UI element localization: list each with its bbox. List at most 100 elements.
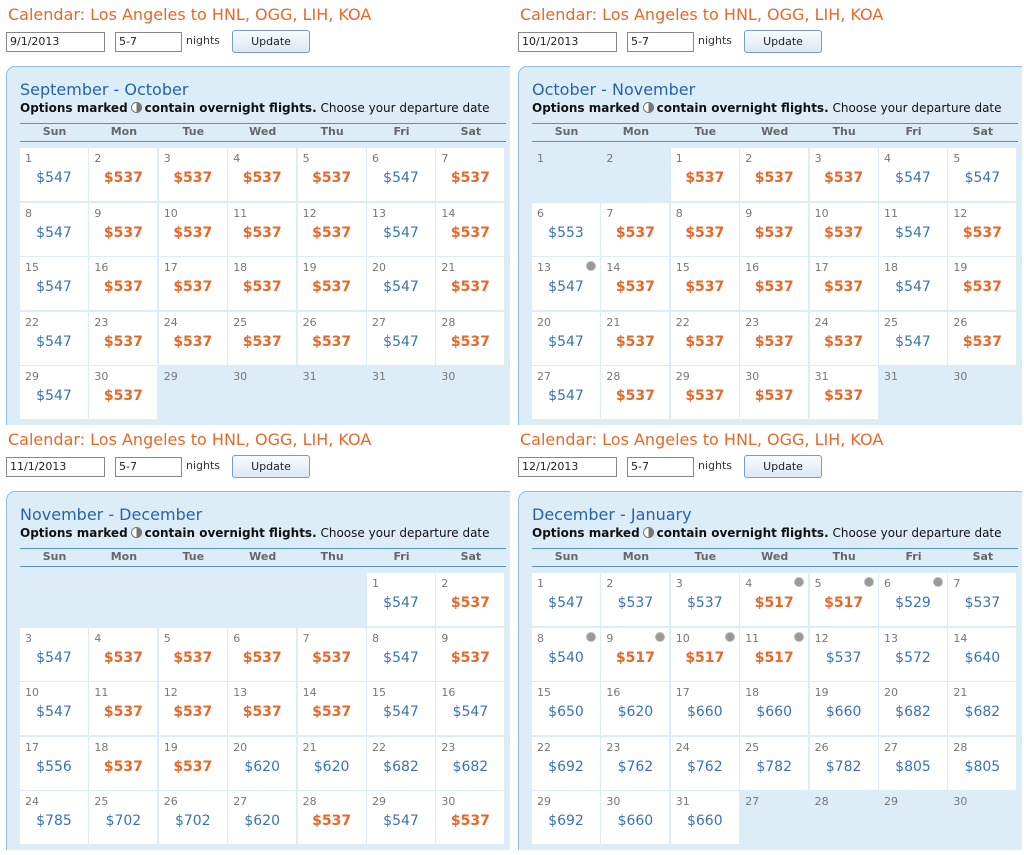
date-input[interactable]: 10/1/2013 xyxy=(518,32,617,52)
day-cell[interactable]: 14 $640 xyxy=(948,627,1017,681)
day-cell[interactable]: 16 $537 xyxy=(89,257,158,311)
day-cell[interactable]: 27 $547 xyxy=(532,366,600,420)
day-cell[interactable]: 16 $547 xyxy=(436,682,505,736)
day-cell[interactable]: 11 $547 xyxy=(879,202,947,256)
day-cell[interactable]: 9 $517 xyxy=(601,627,670,681)
day-cell[interactable]: 17 $537 xyxy=(158,257,227,311)
day-cell[interactable]: 2 $537 xyxy=(601,573,670,626)
day-cell[interactable]: 9 $537 xyxy=(436,627,505,681)
day-cell[interactable]: 17 $660 xyxy=(670,682,739,736)
day-cell[interactable]: 30 $537 xyxy=(740,366,809,420)
day-cell[interactable]: 4 $537 xyxy=(228,148,297,201)
day-cell[interactable]: 5 $547 xyxy=(948,148,1017,201)
nights-input[interactable]: 5-7 xyxy=(627,32,694,52)
day-cell[interactable]: 13 $537 xyxy=(228,682,297,736)
day-cell[interactable]: 6 $553 xyxy=(532,202,600,256)
day-cell[interactable]: 7 $537 xyxy=(297,627,366,681)
day-cell[interactable]: 18 $537 xyxy=(228,257,297,311)
day-cell[interactable]: 4 $537 xyxy=(89,627,158,681)
day-cell[interactable]: 8 $540 xyxy=(532,627,600,681)
day-cell[interactable]: 24 $785 xyxy=(20,791,88,845)
day-cell[interactable]: 9 $537 xyxy=(740,202,809,256)
day-cell[interactable]: 28 $537 xyxy=(436,311,505,365)
day-cell[interactable]: 5 $537 xyxy=(297,148,366,201)
day-cell[interactable]: 30 $537 xyxy=(436,791,505,845)
day-cell[interactable]: 19 $537 xyxy=(948,257,1017,311)
day-cell[interactable]: 29 $547 xyxy=(20,366,88,420)
day-cell[interactable]: 28 $805 xyxy=(948,736,1017,790)
date-input[interactable]: 11/1/2013 xyxy=(6,457,105,477)
day-cell[interactable]: 23 $682 xyxy=(436,736,505,790)
day-cell[interactable]: 18 $537 xyxy=(89,736,158,790)
update-button[interactable]: Update xyxy=(744,30,822,53)
day-cell[interactable]: 13 $572 xyxy=(879,627,947,681)
day-cell[interactable]: 2 $537 xyxy=(89,148,158,201)
day-cell[interactable]: 14 $537 xyxy=(297,682,366,736)
day-cell[interactable]: 27 $620 xyxy=(228,791,297,845)
day-cell[interactable]: 20 $547 xyxy=(532,311,600,365)
day-cell[interactable]: 22 $537 xyxy=(670,311,739,365)
day-cell[interactable]: 28 $537 xyxy=(297,791,366,845)
day-cell[interactable]: 25 $537 xyxy=(228,311,297,365)
day-cell[interactable]: 11 $537 xyxy=(228,202,297,256)
day-cell[interactable]: 10 $537 xyxy=(158,202,227,256)
day-cell[interactable]: 12 $537 xyxy=(809,627,878,681)
day-cell[interactable]: 29 $537 xyxy=(670,366,739,420)
day-cell[interactable]: 24 $762 xyxy=(670,736,739,790)
day-cell[interactable]: 15 $547 xyxy=(367,682,435,736)
day-cell[interactable]: 22 $547 xyxy=(20,311,88,365)
day-cell[interactable]: 11 $537 xyxy=(89,682,158,736)
day-cell[interactable]: 19 $537 xyxy=(297,257,366,311)
day-cell[interactable]: 6 $529 xyxy=(879,573,947,626)
day-cell[interactable]: 10 $517 xyxy=(670,627,739,681)
day-cell[interactable]: 25 $702 xyxy=(89,791,158,845)
day-cell[interactable]: 8 $547 xyxy=(367,627,435,681)
day-cell[interactable]: 16 $620 xyxy=(601,682,670,736)
day-cell[interactable]: 3 $537 xyxy=(670,573,739,626)
day-cell[interactable]: 30 $660 xyxy=(601,791,670,845)
update-button[interactable]: Update xyxy=(744,455,822,478)
day-cell[interactable]: 15 $650 xyxy=(532,682,600,736)
day-cell[interactable]: 26 $537 xyxy=(948,311,1017,365)
day-cell[interactable]: 2 $537 xyxy=(740,148,809,201)
day-cell[interactable]: 1 $537 xyxy=(670,148,739,201)
day-cell[interactable]: 17 $537 xyxy=(809,257,878,311)
day-cell[interactable]: 7 $537 xyxy=(948,573,1017,626)
day-cell[interactable]: 21 $537 xyxy=(436,257,505,311)
day-cell[interactable]: 5 $517 xyxy=(809,573,878,626)
day-cell[interactable]: 6 $537 xyxy=(228,627,297,681)
day-cell[interactable]: 10 $537 xyxy=(809,202,878,256)
day-cell[interactable]: 1 $547 xyxy=(532,573,600,626)
day-cell[interactable]: 26 $702 xyxy=(158,791,227,845)
day-cell[interactable]: 25 $547 xyxy=(879,311,947,365)
day-cell[interactable]: 8 $537 xyxy=(670,202,739,256)
day-cell[interactable]: 23 $537 xyxy=(89,311,158,365)
day-cell[interactable]: 1 $547 xyxy=(367,573,435,626)
day-cell[interactable]: 19 $660 xyxy=(809,682,878,736)
day-cell[interactable]: 14 $537 xyxy=(601,257,670,311)
day-cell[interactable]: 22 $682 xyxy=(367,736,435,790)
day-cell[interactable]: 20 $547 xyxy=(367,257,435,311)
day-cell[interactable]: 7 $537 xyxy=(436,148,505,201)
day-cell[interactable]: 8 $547 xyxy=(20,202,88,256)
day-cell[interactable]: 26 $537 xyxy=(297,311,366,365)
day-cell[interactable]: 21 $537 xyxy=(601,311,670,365)
day-cell[interactable]: 12 $537 xyxy=(158,682,227,736)
day-cell[interactable]: 13 $547 xyxy=(367,202,435,256)
day-cell[interactable]: 18 $547 xyxy=(879,257,947,311)
update-button[interactable]: Update xyxy=(232,30,310,53)
day-cell[interactable]: 23 $537 xyxy=(740,311,809,365)
day-cell[interactable]: 20 $620 xyxy=(228,736,297,790)
day-cell[interactable]: 15 $547 xyxy=(20,257,88,311)
day-cell[interactable]: 12 $537 xyxy=(297,202,366,256)
day-cell[interactable]: 11 $517 xyxy=(740,627,809,681)
day-cell[interactable]: 22 $692 xyxy=(532,736,600,790)
date-input[interactable]: 12/1/2013 xyxy=(518,457,617,477)
day-cell[interactable]: 16 $537 xyxy=(740,257,809,311)
day-cell[interactable]: 28 $537 xyxy=(601,366,670,420)
day-cell[interactable]: 2 $537 xyxy=(436,573,505,626)
day-cell[interactable]: 23 $762 xyxy=(601,736,670,790)
nights-input[interactable]: 5-7 xyxy=(115,457,182,477)
day-cell[interactable]: 17 $556 xyxy=(20,736,88,790)
day-cell[interactable]: 31 $537 xyxy=(809,366,878,420)
